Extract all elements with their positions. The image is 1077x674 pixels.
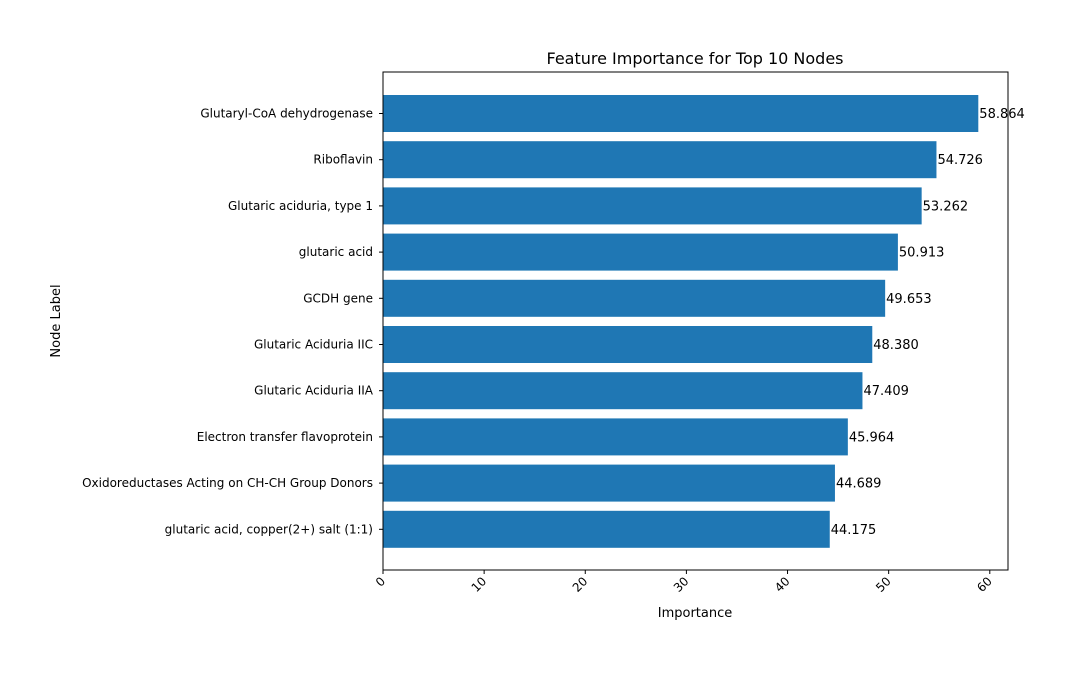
y-tick-label: Glutaric Aciduria IIA bbox=[254, 384, 374, 398]
y-axis: Glutaryl-CoA dehydrogenase Riboflavin Glut… bbox=[82, 107, 383, 536]
chart-title: Feature Importance for Top 10 Nodes bbox=[546, 49, 843, 68]
bar bbox=[383, 372, 863, 410]
data-label: 45.964 bbox=[849, 430, 895, 445]
value-labels: 58.864 54.726 53.262 50.913 49.653 48.380 47.4… bbox=[831, 107, 1025, 538]
bar bbox=[383, 141, 937, 179]
bar bbox=[383, 279, 886, 317]
y-tick-label: Riboflavin bbox=[313, 153, 373, 167]
bar bbox=[383, 418, 848, 456]
x-tick-label: 10 bbox=[469, 574, 490, 595]
x-tick-label: 30 bbox=[671, 574, 692, 595]
bar bbox=[383, 464, 835, 502]
x-tick-label: 60 bbox=[974, 574, 995, 595]
data-label: 44.689 bbox=[836, 477, 882, 492]
bar bbox=[383, 326, 873, 363]
x-axis-label: Importance bbox=[658, 606, 733, 621]
y-tick-label: Glutaric Aciduria IIC bbox=[254, 338, 373, 352]
x-tick-label: 20 bbox=[570, 574, 591, 595]
bar bbox=[383, 510, 830, 548]
y-tick-label: Glutaric aciduria, type 1 bbox=[228, 199, 373, 213]
data-label: 49.653 bbox=[886, 292, 932, 307]
x-tick-label: 50 bbox=[873, 574, 894, 595]
data-label: 48.380 bbox=[873, 338, 919, 353]
y-tick-label: GCDH gene bbox=[303, 291, 373, 305]
y-axis-label: Node Label bbox=[49, 284, 64, 357]
y-tick-label: glutaric acid, copper(2+) salt (1:1) bbox=[165, 522, 373, 536]
y-tick-label: Electron transfer flavoprotein bbox=[197, 430, 373, 444]
data-label: 54.726 bbox=[937, 153, 983, 168]
bars-layer bbox=[383, 95, 979, 548]
data-label: 53.262 bbox=[923, 199, 969, 214]
y-tick-label: Glutaryl-CoA dehydrogenase bbox=[200, 107, 373, 121]
x-tick-label: 0 bbox=[373, 574, 388, 589]
x-axis: 0 10 20 30 40 50 60 bbox=[373, 570, 995, 595]
data-label: 50.913 bbox=[899, 246, 945, 261]
bar bbox=[383, 187, 922, 225]
y-tick-label: Oxidoreductases Acting on CH-CH Group Do… bbox=[82, 476, 373, 490]
bar bbox=[383, 95, 979, 132]
plot-area-frame bbox=[382, 71, 1009, 571]
data-label: 58.864 bbox=[979, 107, 1024, 122]
x-tick-label: 40 bbox=[772, 574, 793, 595]
y-tick-label: glutaric acid bbox=[299, 245, 373, 259]
data-label: 47.409 bbox=[863, 384, 909, 399]
data-label: 44.175 bbox=[831, 523, 877, 538]
bar bbox=[383, 233, 898, 271]
